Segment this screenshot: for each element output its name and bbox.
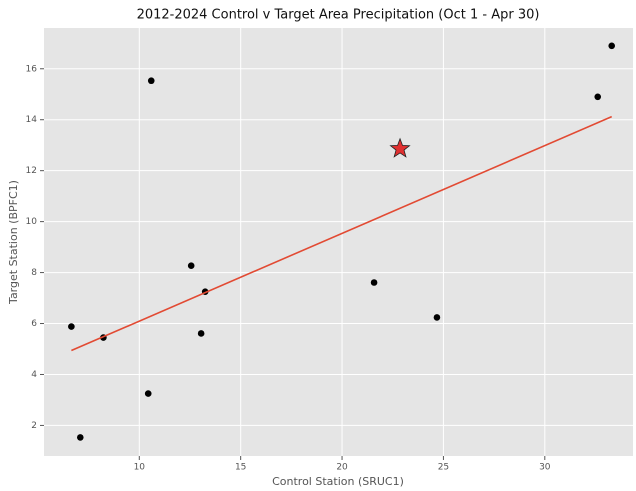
y-tick-label: 12	[26, 166, 37, 176]
star-point	[389, 137, 411, 158]
x-tick-label: 25	[438, 463, 449, 473]
y-tick-label: 2	[31, 421, 37, 431]
point	[144, 390, 152, 397]
x-tick-label: 10	[134, 463, 146, 473]
point	[433, 314, 441, 321]
point	[370, 279, 378, 286]
x-tick-label: 15	[235, 463, 246, 473]
y-tick-label: 8	[31, 268, 37, 278]
chart-title: 2012-2024 Control v Target Area Precipit…	[137, 8, 540, 23]
point	[76, 434, 84, 441]
x-axis-label: Control Station (SRUC1)	[272, 475, 404, 488]
point	[594, 93, 602, 101]
y-tick-label: 10	[26, 217, 38, 227]
point	[147, 77, 155, 85]
x-tick-label: 20	[336, 463, 348, 473]
y-tick-label: 4	[31, 370, 37, 380]
point	[187, 262, 195, 269]
x-tick-label: 30	[539, 463, 551, 473]
plot-background	[44, 28, 633, 456]
y-tick-label: 14	[26, 115, 38, 125]
y-tick-label: 6	[31, 319, 37, 329]
fit-line	[71, 115, 613, 352]
point	[197, 330, 205, 337]
y-tick-label: 16	[26, 64, 38, 74]
point	[608, 42, 616, 50]
y-axis-label: Target Station (BPFC1)	[7, 180, 20, 305]
point	[68, 323, 75, 330]
